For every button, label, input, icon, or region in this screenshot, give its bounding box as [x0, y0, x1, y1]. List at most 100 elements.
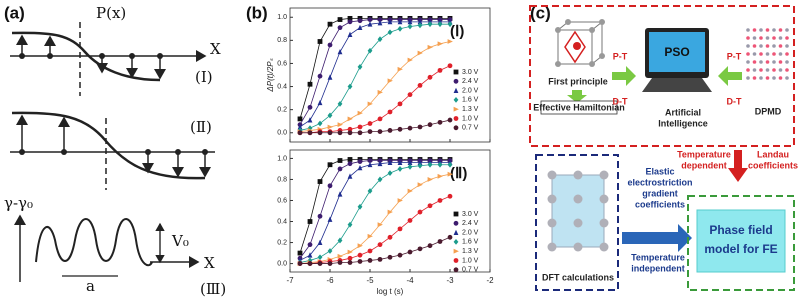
- marker: [453, 78, 459, 84]
- atom-dot: [772, 52, 776, 56]
- legend-label: 0.7 V: [462, 267, 479, 274]
- elastic-line: gradient: [642, 188, 678, 198]
- marker: [397, 226, 403, 232]
- marker: [367, 17, 373, 22]
- y-tick-label: 0.4: [277, 218, 287, 225]
- marker: [397, 252, 403, 258]
- marker: [337, 166, 343, 172]
- y-tick-label: 0.4: [277, 83, 287, 90]
- marker: [447, 234, 453, 240]
- atom-dot: [759, 36, 763, 40]
- marker: [377, 17, 383, 22]
- ai-line: Intelligence: [658, 118, 708, 128]
- marker: [337, 122, 343, 128]
- marker: [427, 21, 433, 28]
- marker: [417, 124, 423, 130]
- marker: [387, 109, 393, 115]
- atom-dot: [778, 36, 783, 40]
- legend-label: 2.4 V: [462, 220, 479, 227]
- marker: [357, 164, 363, 171]
- atom-dot: [778, 52, 783, 56]
- atom-dot: [759, 60, 763, 64]
- marker: [367, 21, 373, 27]
- marker: [307, 257, 313, 264]
- marker: [417, 159, 423, 166]
- marker: [307, 104, 313, 110]
- series-line: [299, 23, 450, 131]
- legend-label: 1.0 V: [462, 115, 479, 122]
- marker: [417, 82, 423, 88]
- marker: [377, 116, 383, 122]
- first-principle: First principle: [548, 76, 608, 86]
- marker: [347, 221, 353, 228]
- marker: [367, 188, 373, 194]
- atom-dot: [547, 242, 557, 252]
- row-label: (Ⅲ): [200, 280, 226, 298]
- x-tick-label: -6: [326, 276, 334, 285]
- series-line: [300, 119, 451, 134]
- gamma-label: γ-γ₀: [4, 194, 33, 212]
- y-tick-label: 0.6: [277, 60, 287, 67]
- marker: [453, 239, 459, 245]
- marker: [357, 64, 363, 70]
- marker: [317, 261, 323, 266]
- series-line: [299, 21, 450, 128]
- marker: [437, 67, 443, 73]
- marker: [347, 19, 353, 25]
- marker: [437, 161, 443, 168]
- marker: [447, 171, 453, 177]
- marker: [427, 74, 433, 80]
- marker: [377, 158, 383, 163]
- temp-dep-line: dependent: [681, 160, 727, 170]
- marker: [377, 129, 383, 135]
- marker: [357, 110, 363, 116]
- row-label: (Ⅱ): [190, 118, 212, 136]
- marker: [377, 176, 383, 183]
- legend-label: 0.7 V: [462, 125, 479, 132]
- marker: [347, 31, 353, 37]
- series-line: [299, 164, 450, 263]
- marker: [347, 116, 353, 122]
- marker: [327, 124, 333, 130]
- legend-label: 3.0 V: [462, 211, 479, 218]
- marker: [407, 159, 413, 166]
- atom-dot: [785, 44, 789, 48]
- atom-dot: [573, 218, 583, 228]
- atom-dot: [785, 28, 789, 32]
- marker: [437, 119, 443, 125]
- marker: [357, 203, 363, 210]
- panel-c: (c) First principle Effective Hamiltonia…: [529, 3, 798, 291]
- atom-dot: [765, 28, 770, 32]
- marker: [437, 198, 443, 203]
- elastic-line: electrostriction: [627, 177, 692, 187]
- atom-dot: [772, 36, 776, 40]
- marker: [307, 261, 313, 266]
- effective-hamiltonian: Effective Hamiltonian: [533, 102, 625, 112]
- marker: [437, 41, 443, 47]
- atom-dot: [772, 60, 776, 64]
- marker: [307, 117, 313, 123]
- marker: [357, 243, 363, 249]
- marker: [427, 122, 433, 128]
- panel-a: (a) P(x) X (Ⅰ) (Ⅱ) γ-γ₀ V₀ a X (Ⅲ): [4, 3, 226, 298]
- landau-line: Landau: [757, 149, 789, 159]
- marker: [337, 237, 343, 244]
- ai-line: Artificial: [665, 107, 701, 117]
- marker: [453, 87, 459, 93]
- period-label: a: [86, 277, 95, 295]
- marker: [377, 160, 383, 167]
- marker: [387, 128, 393, 133]
- series-line: [299, 41, 451, 133]
- elastic-line: coefficients: [635, 199, 685, 209]
- dpmd-label: DPMD: [755, 106, 782, 116]
- marker: [347, 173, 353, 179]
- y-tick-label: 0.8: [277, 37, 287, 44]
- atom-dot: [759, 44, 763, 48]
- marker: [337, 25, 343, 31]
- atom-dot: [765, 76, 770, 80]
- marker: [307, 81, 313, 87]
- marker: [337, 158, 343, 163]
- marker: [417, 246, 423, 252]
- marker: [347, 161, 353, 167]
